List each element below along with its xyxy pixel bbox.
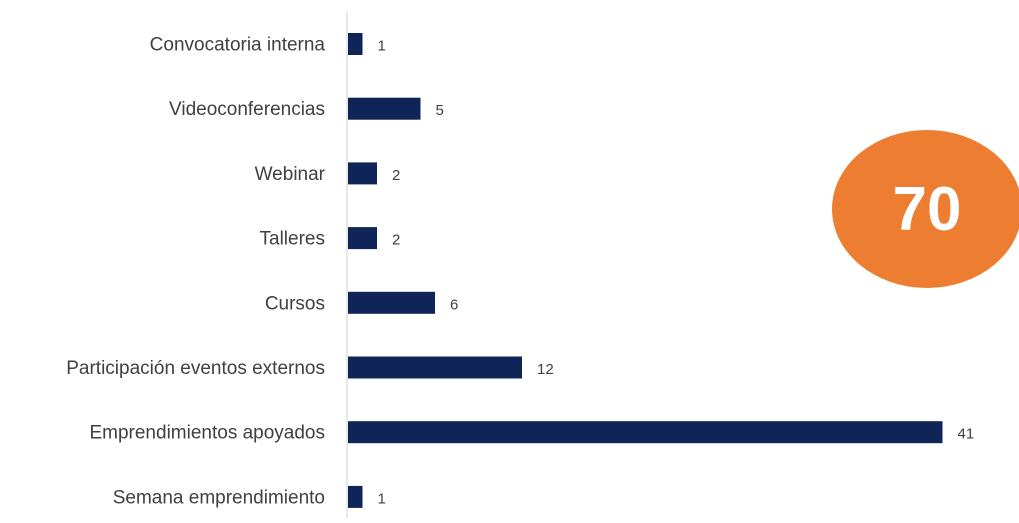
data-label: 1 (378, 38, 386, 55)
bar (348, 291, 435, 314)
value-labels-group: 1 5 2 2 6 12 41 1 (378, 38, 975, 508)
category-label: Participación eventos externos (66, 358, 325, 379)
category-label: Convocatoria interna (150, 35, 326, 56)
category-label: Semana emprendimiento (113, 487, 325, 508)
data-label: 6 (450, 296, 458, 313)
bar (348, 33, 363, 55)
category-label: Talleres (260, 229, 325, 250)
data-label: 2 (392, 167, 400, 184)
category-labels-group: Convocatoria interna Videoconferencias Web… (66, 35, 325, 509)
bar (348, 485, 363, 508)
data-label: 5 (436, 102, 444, 119)
category-label: Emprendimientos apoyados (89, 423, 325, 444)
data-label: 12 (537, 361, 554, 378)
bar (348, 227, 377, 250)
category-label: Videoconferencias (169, 99, 325, 120)
category-label: Webinar (255, 164, 326, 185)
bar (348, 97, 421, 120)
bars-group (348, 33, 943, 508)
bar (348, 421, 943, 444)
bar (348, 162, 377, 185)
total-count-badge: 70 (832, 130, 1019, 288)
data-label: 1 (378, 490, 386, 507)
bar (348, 356, 522, 379)
data-label: 41 (958, 426, 975, 443)
data-label: 2 (392, 232, 400, 249)
category-label: Cursos (265, 293, 325, 314)
